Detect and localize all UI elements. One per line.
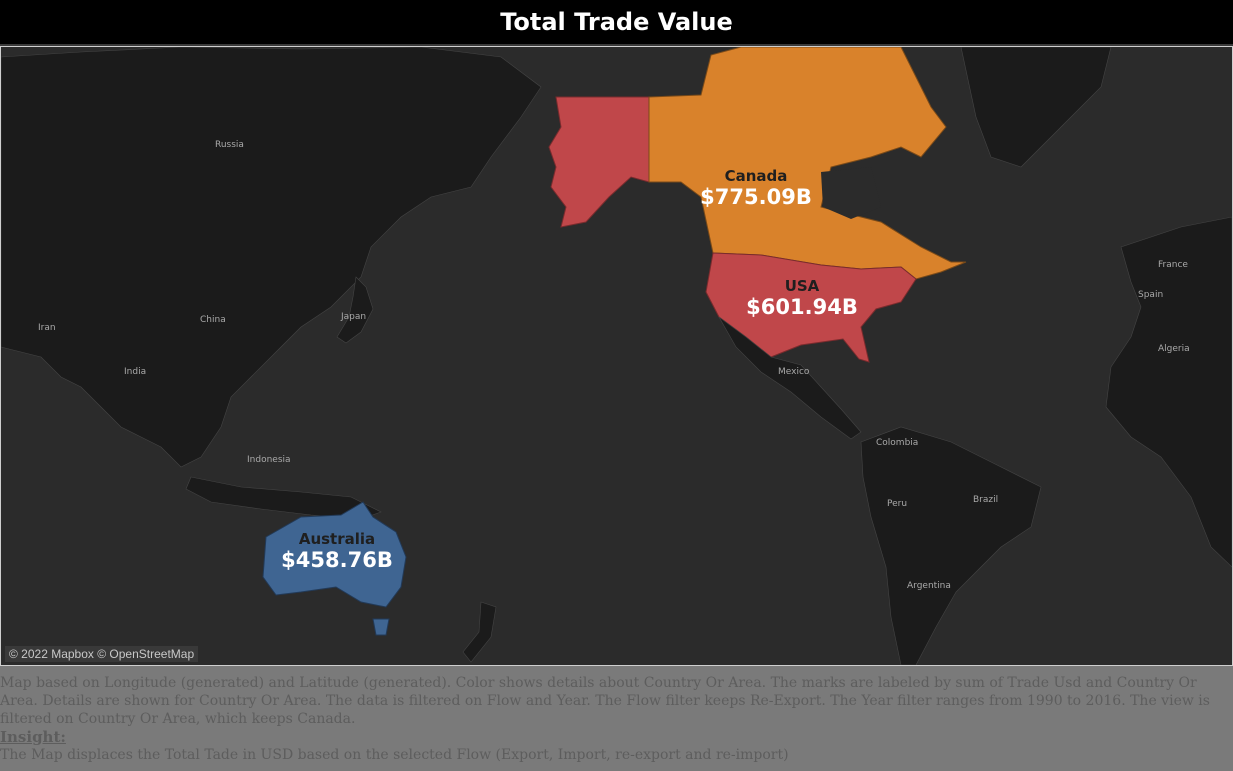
place-label-indonesia: Indonesia bbox=[247, 455, 291, 465]
place-label-iran: Iran bbox=[38, 323, 56, 333]
region-label-usa: USA $601.94B bbox=[737, 277, 867, 319]
region-australia[interactable] bbox=[262, 501, 407, 608]
region-label-australia: Australia $458.76B bbox=[272, 530, 402, 572]
insight-label: Insight: bbox=[0, 728, 66, 746]
page-title: Total Trade Value bbox=[500, 8, 733, 36]
place-label-russia: Russia bbox=[215, 140, 244, 150]
place-label-argentina: Argentina bbox=[907, 581, 951, 591]
hudson-bay bbox=[821, 167, 881, 219]
region-name: USA bbox=[784, 277, 820, 295]
place-label-colombia: Colombia bbox=[876, 438, 919, 448]
region-value: $458.76B bbox=[281, 548, 393, 572]
title-bar: Total Trade Value bbox=[0, 0, 1233, 46]
place-label-china: China bbox=[200, 315, 226, 325]
region-value: $601.94B bbox=[746, 295, 858, 319]
region-label-canada: Canada $775.09B bbox=[691, 167, 821, 209]
place-label-algeria: Algeria bbox=[1158, 344, 1190, 354]
place-label-france: France bbox=[1158, 260, 1188, 270]
region-tasmania[interactable] bbox=[372, 618, 390, 636]
landmass-japan bbox=[336, 276, 374, 344]
place-label-india: India bbox=[124, 367, 147, 377]
region-value: $775.09B bbox=[700, 185, 812, 209]
place-label-peru: Peru bbox=[887, 499, 908, 509]
landmass-new-zealand bbox=[462, 601, 497, 663]
caption-description: Map based on Longitude (generated) and L… bbox=[0, 675, 1210, 727]
insight-text: The Map displaces the Total Tade in USD … bbox=[0, 747, 789, 763]
landmass-greenland bbox=[960, 47, 1112, 168]
map-attribution[interactable]: © 2022 Mapbox © OpenStreetMap bbox=[5, 646, 199, 662]
map-view[interactable]: Russia China Japan India Iran Indonesia … bbox=[0, 46, 1233, 666]
region-name: Australia bbox=[298, 530, 376, 548]
map-canvas[interactable] bbox=[1, 47, 1232, 665]
place-label-spain: Spain bbox=[1138, 290, 1164, 300]
landmass-asia bbox=[1, 47, 542, 468]
caption: Map based on Longitude (generated) and L… bbox=[0, 674, 1233, 764]
place-label-japan: Japan bbox=[341, 312, 367, 322]
landmass-mexico bbox=[718, 316, 862, 440]
landmass-europe-africa bbox=[1105, 216, 1232, 568]
region-name: Canada bbox=[724, 167, 788, 185]
place-label-mexico: Mexico bbox=[778, 367, 810, 377]
place-label-brazil: Brazil bbox=[973, 495, 999, 505]
landmass-south-america bbox=[860, 426, 1042, 665]
